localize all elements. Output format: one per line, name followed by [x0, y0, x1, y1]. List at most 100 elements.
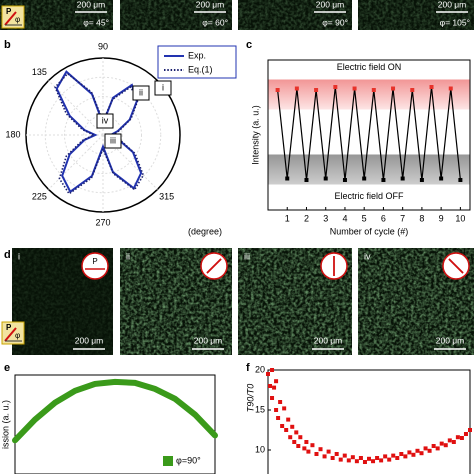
angle-tick-label: 225	[32, 192, 47, 202]
point	[274, 379, 279, 384]
point	[399, 452, 404, 456]
point	[455, 435, 460, 440]
marker	[410, 88, 415, 92]
point	[387, 457, 392, 462]
x-tick-label: 1	[285, 213, 290, 223]
point	[342, 453, 347, 458]
point	[330, 456, 335, 460]
tile-label: i	[18, 251, 20, 261]
marker	[294, 86, 299, 91]
point	[435, 446, 440, 451]
point	[322, 454, 327, 459]
marker	[275, 88, 280, 92]
legend-label: Eq.(1)	[188, 64, 213, 74]
annotation: iv	[102, 115, 109, 125]
micrograph-texture	[120, 0, 232, 30]
point	[346, 458, 351, 463]
point	[310, 443, 315, 448]
point	[292, 440, 297, 444]
point	[338, 457, 343, 462]
point	[274, 408, 279, 412]
annotation-box	[104, 133, 122, 149]
point	[459, 436, 464, 440]
point	[288, 435, 293, 440]
panel-label: b	[4, 39, 11, 51]
axis-label: ission (a. u.)	[0, 400, 10, 449]
point	[270, 396, 275, 400]
point	[266, 372, 270, 376]
angle-label: φ= 45°	[83, 17, 109, 27]
marker	[352, 86, 357, 91]
point	[284, 428, 289, 432]
marker	[429, 85, 434, 89]
point	[290, 424, 295, 429]
data-line	[277, 86, 461, 181]
point	[411, 452, 416, 457]
point	[326, 449, 331, 454]
angle-label: φ= 90°	[322, 17, 348, 27]
scale-bar: 200 μm	[438, 0, 467, 9]
point	[272, 385, 277, 390]
point	[362, 460, 367, 464]
point	[407, 450, 412, 455]
axis-label: Number of cycle (#)	[330, 226, 409, 236]
annotation: iii	[110, 135, 116, 145]
point	[375, 456, 380, 460]
marker	[419, 178, 424, 182]
point	[318, 447, 323, 452]
point	[415, 448, 420, 453]
polar-line	[54, 72, 145, 195]
polar-ring	[64, 96, 142, 174]
data-line	[12, 378, 218, 444]
band	[268, 79, 470, 110]
angle-label: φ= 60°	[202, 17, 228, 27]
point	[306, 449, 311, 454]
icon-label: P	[6, 323, 12, 332]
axis-label: T90/T0	[245, 384, 255, 413]
x-tick-label: 2	[304, 213, 309, 223]
tile-label: iii	[244, 251, 250, 261]
panel-label: f	[246, 362, 250, 374]
point	[276, 416, 281, 420]
marker	[333, 85, 338, 89]
marker	[304, 178, 309, 182]
polarizer-circle	[81, 252, 109, 280]
point	[302, 446, 307, 451]
angle-tick-label: 135	[32, 67, 47, 77]
axis-label: Intensity (a. u.)	[250, 105, 260, 165]
point	[379, 458, 384, 463]
point	[298, 435, 303, 440]
legend-swatch	[163, 456, 173, 466]
point	[296, 444, 301, 448]
micrograph-texture	[238, 0, 352, 30]
x-tick-label: 7	[400, 213, 405, 223]
point	[294, 430, 299, 435]
point	[443, 443, 448, 448]
scale-bar: 200 μm	[194, 335, 223, 345]
polarizer-label: P	[92, 257, 97, 266]
point	[463, 432, 468, 436]
marker	[381, 178, 386, 182]
point	[280, 424, 285, 428]
angle-tick-label: 315	[159, 192, 174, 202]
icon-label: φ	[15, 331, 20, 340]
point	[358, 456, 363, 460]
point	[278, 400, 283, 404]
marker	[458, 178, 463, 182]
icon-label: φ	[15, 15, 20, 24]
polarizer-arrow	[448, 258, 464, 274]
panel-label: c	[246, 39, 252, 51]
polarizer-arrow	[206, 258, 222, 274]
scale-bar: 200 μm	[196, 0, 225, 9]
marker	[285, 176, 290, 181]
y-tick-label: 10	[255, 444, 265, 454]
x-tick-label: 6	[381, 213, 386, 223]
plot-frame	[267, 369, 471, 474]
icon-arrow	[4, 327, 17, 342]
panel-label: d	[4, 249, 11, 261]
legend-box	[157, 45, 237, 79]
marker	[323, 176, 328, 181]
x-tick-label: 3	[323, 213, 328, 223]
point	[334, 452, 339, 456]
